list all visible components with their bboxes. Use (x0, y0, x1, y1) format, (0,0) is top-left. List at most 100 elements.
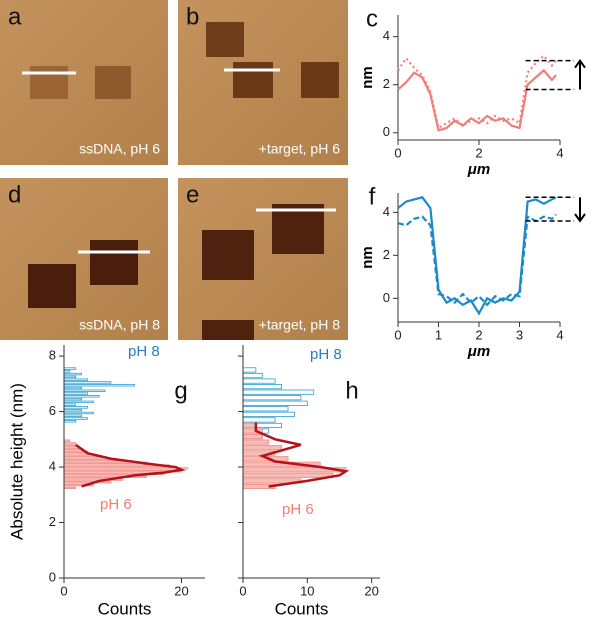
histogram-bar (63, 445, 77, 448)
x-tick-label: 20 (364, 583, 378, 598)
x-tick-label: 10 (300, 583, 314, 598)
arrow-head (574, 58, 586, 69)
histogram-bar (63, 392, 88, 395)
histogram-bar (242, 389, 315, 395)
histogram-bar (63, 481, 112, 484)
y-tick-label: 2 (383, 247, 390, 262)
x-tick-label: 4 (556, 145, 563, 160)
afm-image-e: e +target, pH 8 (178, 178, 348, 340)
histogram-bar (63, 414, 83, 417)
x-tick-label: 0 (60, 583, 67, 598)
histogram-bar (242, 417, 276, 423)
x-tick-label: 0 (239, 583, 246, 598)
x-axis-label: Counts (275, 599, 329, 618)
series-label: pH 6 (282, 501, 314, 518)
histogram-bar (63, 406, 88, 409)
histogram-bar (63, 370, 71, 373)
y-axis-label: Absolute height (nm) (7, 383, 26, 540)
y-tick-label: 2 (383, 76, 390, 91)
panel-caption: ssDNA, pH 6 (79, 141, 160, 157)
x-axis-label: μm (467, 161, 490, 178)
histogram-bar (63, 372, 83, 376)
x-axis-label: μm (467, 343, 490, 360)
panel-label: g (174, 377, 187, 404)
series-label: pH 8 (128, 343, 160, 360)
histogram-bar (242, 367, 257, 373)
panel-label: b (186, 3, 199, 30)
histogram-bar (242, 384, 282, 390)
histogram-bar (63, 389, 106, 392)
line-series (397, 213, 557, 307)
y-tick-label: 4 (383, 28, 390, 43)
histogram-bar (242, 445, 282, 451)
histogram-bar (63, 400, 94, 404)
fit-curve (254, 422, 350, 488)
x-tick-label: 1 (435, 327, 442, 342)
line-series (397, 54, 557, 130)
panel-label: h (345, 377, 358, 404)
histogram-bar (242, 406, 289, 412)
histogram-bar (242, 472, 334, 478)
y-tick-label: 0 (383, 290, 390, 305)
histogram-bar (63, 367, 77, 370)
histogram-bar (242, 433, 263, 440)
x-tick-label: 0 (394, 145, 401, 160)
y-tick-label: 4 (49, 458, 56, 473)
histogram-bar (242, 395, 302, 401)
histogram-bar (242, 378, 276, 384)
x-tick-label: 3 (516, 327, 523, 342)
histogram-bar (63, 467, 188, 470)
histogram-bar (63, 381, 112, 384)
y-tick-label: 4 (383, 204, 390, 219)
arrow-head (574, 213, 586, 223)
line-series (397, 196, 557, 316)
histogram-bar (63, 386, 83, 390)
histogram-bar (242, 400, 308, 406)
x-tick-label: 2 (475, 327, 482, 342)
y-tick-label: 0 (49, 569, 56, 584)
histogram-bar (63, 384, 135, 387)
panel-caption: ssDNA, pH 8 (79, 317, 160, 333)
y-tick-label: 8 (49, 348, 56, 363)
histogram-bar (63, 411, 94, 415)
panel-label: d (8, 181, 21, 208)
x-tick-label: 4 (556, 327, 563, 342)
panel-label: a (8, 3, 22, 30)
histogram-bar (242, 439, 270, 445)
afm-image-b: b +target, pH 6 (178, 0, 348, 165)
histogram-bar (63, 378, 88, 381)
y-axis-label: nm (359, 246, 376, 269)
histogram-bar (63, 395, 100, 398)
panel-caption: +target, pH 8 (259, 317, 341, 333)
series-label: pH 6 (100, 496, 132, 513)
histogram-bar (63, 408, 83, 412)
x-tick-label: 2 (475, 145, 482, 160)
x-axis-label: Counts (98, 599, 152, 618)
histogram-bar (63, 442, 77, 445)
fit-curve (75, 443, 186, 488)
panel-caption: +target, pH 6 (259, 141, 341, 157)
series-label: pH 8 (310, 346, 342, 363)
x-tick-label: 0 (394, 327, 401, 342)
panel-label: c (366, 5, 378, 32)
y-tick-label: 2 (49, 514, 56, 529)
histogram-bar (63, 420, 77, 423)
panel-label: e (186, 181, 199, 208)
panel-label: f (369, 183, 376, 210)
x-tick-label: 20 (174, 583, 188, 598)
histogram-bar (242, 422, 257, 429)
afm-image-d: d ssDNA, pH 8 (0, 178, 168, 340)
histogram-bar (63, 397, 83, 401)
histogram-bar (63, 439, 71, 442)
y-tick-label: 0 (383, 124, 390, 139)
histogram-bar (63, 417, 88, 420)
afm-image-a: a ssDNA, pH 6 (0, 0, 168, 165)
histogram-bar (63, 403, 77, 406)
histogram-bar (242, 372, 263, 379)
histogram-bar (242, 411, 295, 417)
histogram-bar (63, 486, 77, 490)
y-tick-label: 6 (49, 403, 56, 418)
histogram-bar (63, 375, 77, 379)
y-axis-label: nm (359, 66, 376, 89)
